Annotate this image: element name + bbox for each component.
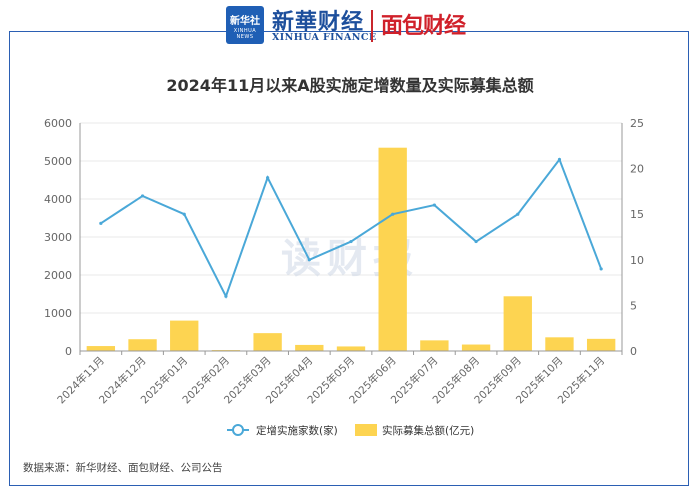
bar: [170, 320, 199, 351]
mianbao-finance-logo: 面包财经: [381, 14, 466, 39]
line-point: [557, 157, 562, 162]
line-point: [599, 267, 603, 271]
bar: [253, 333, 282, 351]
bar: [86, 346, 116, 351]
line-point: [432, 203, 436, 207]
logo-divider: [371, 10, 373, 42]
xinhua-badge-cn: 新华社: [230, 16, 260, 27]
bar-series: [86, 147, 616, 351]
left-axis-tick-label: 2000: [44, 269, 72, 282]
left-axis-tick-label: 5000: [44, 155, 72, 168]
bar: [420, 340, 449, 351]
chart-frame: [9, 31, 689, 486]
xinhua-badge-en: XINHUA NEWS: [233, 28, 257, 40]
legend-bar-swatch: [355, 424, 377, 436]
line-point: [140, 194, 145, 198]
line-point: [307, 258, 311, 262]
right-axis-tick-label: 10: [630, 254, 644, 267]
left-axis-tick-label: 0: [65, 345, 72, 358]
left-axis-tick-label: 1000: [44, 307, 72, 320]
data-source-note: 数据来源：新华财经、面包财经、公司公告: [23, 462, 223, 474]
xinhua-news-logo: 新华社 XINHUA NEWS: [226, 6, 264, 44]
line-point: [182, 212, 186, 216]
xinhua-finance-logo-text: 新華财经: [272, 9, 365, 35]
line-series: [99, 157, 603, 299]
bar: [378, 147, 407, 351]
legend: 定增实施家数(家) 实际募集总额(亿元): [227, 424, 474, 437]
line-point: [224, 294, 228, 298]
legend-bar-label: 实际募集总额(亿元): [382, 424, 474, 437]
line-point: [474, 239, 478, 244]
line-point: [266, 176, 270, 180]
right-axis-tick-label: 5: [630, 299, 637, 312]
legend-line-label: 定增实施家数(家): [256, 424, 338, 437]
grid-lines: [80, 122, 622, 314]
bar: [586, 338, 616, 351]
legend-line-marker: [232, 424, 244, 436]
line-point: [349, 239, 353, 244]
right-axis-tick-label: 0: [630, 345, 637, 358]
chart-title: 2024年11月以来A股实施定增数量及实际募集总额: [166, 76, 534, 95]
line-point: [516, 212, 520, 216]
left-axis-tick-label: 4000: [44, 193, 72, 206]
line-point: [391, 212, 395, 216]
left-axis-tick-label: 3000: [44, 231, 72, 244]
line-point: [99, 221, 103, 225]
bar: [336, 346, 366, 351]
right-axis-tick-label: 25: [630, 117, 644, 130]
brand-header: 新华社 XINHUA NEWS 新華财经 XINHUA FINANCE 面包财经: [0, 0, 700, 50]
xinhua-finance-logo-en: XINHUA FINANCE: [272, 32, 377, 43]
bar: [545, 337, 574, 351]
bar: [461, 344, 491, 351]
right-axis-tick-label: 15: [630, 208, 644, 221]
left-axis-tick-label: 6000: [44, 117, 72, 130]
bar: [295, 344, 324, 351]
right-axis-tick-label: 20: [630, 163, 644, 176]
bar: [128, 339, 157, 351]
bar: [503, 296, 532, 351]
